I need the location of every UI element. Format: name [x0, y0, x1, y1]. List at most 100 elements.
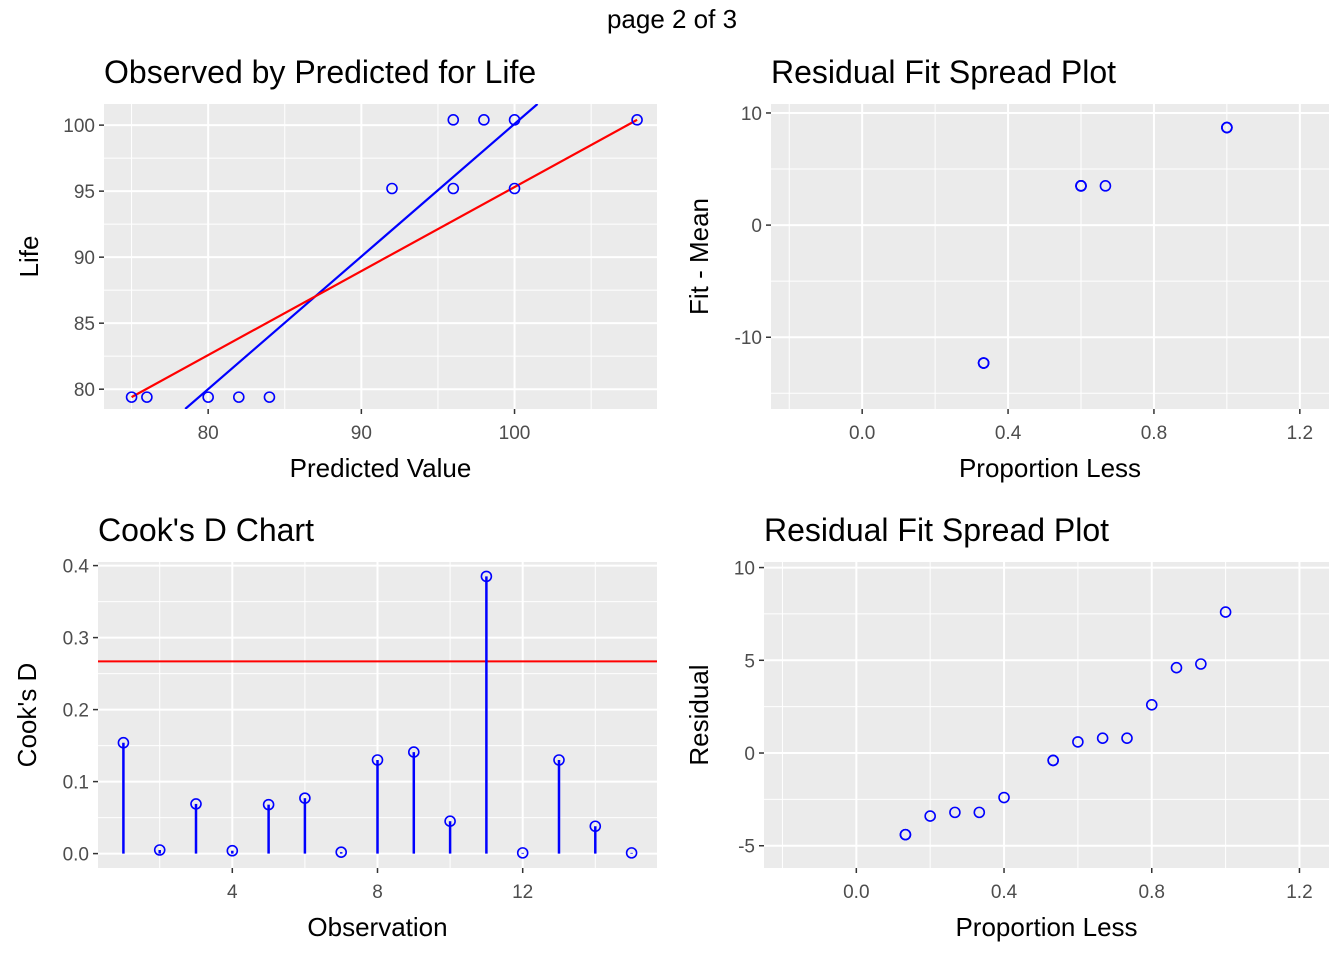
- data-point: [508, 114, 521, 126]
- data-point: [1219, 606, 1232, 618]
- chart-title: Observed by Predicted for Life: [104, 54, 536, 90]
- data-point: [1075, 180, 1087, 192]
- y-tick-label: 0.0: [63, 845, 89, 866]
- data-point: [1121, 732, 1133, 744]
- data-point: [1145, 698, 1158, 711]
- data-point: [1221, 121, 1233, 134]
- panel-obs-pred: 80 90 100 80 85 90 95 100 Observed by Predicted …: [14, 54, 657, 483]
- data-point: [1096, 732, 1109, 744]
- x-tick-label: 1.2: [1287, 423, 1313, 444]
- stem-point: [226, 844, 239, 857]
- y-tick-label: 85: [74, 314, 95, 335]
- panel-cooks-d: 4 8 12 0.0 0.1 0.2 0.3 0.4 Cook's D Chart Observa…: [12, 512, 657, 942]
- data-layer: [98, 570, 657, 859]
- x-tick-label: 80: [198, 423, 219, 444]
- y-tick-label: 0.2: [63, 701, 89, 722]
- y-tick-label: -5: [738, 837, 755, 858]
- stem-point: [299, 792, 311, 804]
- y-axis-label: Fit - Mean: [684, 198, 714, 315]
- data-point: [1047, 754, 1059, 767]
- data-point: [973, 806, 986, 819]
- x-tick-label: 90: [351, 423, 372, 444]
- stem-point: [480, 570, 493, 583]
- y-tick-label: 10: [741, 104, 762, 125]
- x-tick-label: 0.4: [995, 423, 1022, 444]
- x-tick-label: 4: [227, 882, 238, 903]
- y-tick-label: 0: [751, 216, 762, 237]
- x-axis-label: Predicted Value: [290, 453, 472, 483]
- panel-resid-spread: 0.0 0.4 0.8 1.2 -5 0 5 10 Residual Fit Spread Pl…: [684, 512, 1329, 942]
- y-tick-label: 0.4: [63, 557, 90, 578]
- stem-point: [335, 846, 348, 858]
- data-point: [949, 806, 961, 819]
- panel-fit-spread: 0.0 0.4 0.8 1.2 -10 0 10 Residual Fit Spread Pl…: [684, 54, 1329, 483]
- x-tick-label: 1.2: [1286, 882, 1312, 903]
- x-axis-label: Proportion Less: [955, 912, 1137, 942]
- chart-title: Residual Fit Spread Plot: [771, 54, 1116, 90]
- stem-point: [371, 754, 384, 766]
- stem-point: [153, 844, 166, 856]
- y-axis-label: Residual: [684, 664, 714, 765]
- x-axis-label: Observation: [307, 912, 447, 942]
- y-tick-label: 0.3: [63, 629, 89, 650]
- data-point: [478, 114, 490, 126]
- y-tick-label: 0: [744, 744, 755, 765]
- data-point: [447, 182, 460, 195]
- stem-point: [444, 815, 456, 828]
- y-tick-label: -10: [735, 328, 762, 349]
- data-point: [1195, 658, 1207, 670]
- x-tick-label: 100: [499, 423, 531, 444]
- x-tick-label: 0.8: [1139, 882, 1165, 903]
- y-tick-label: 0.1: [63, 773, 89, 794]
- x-tick-label: 8: [372, 882, 383, 903]
- x-axis-label: Proportion Less: [959, 453, 1141, 483]
- x-tick-label: 0.4: [991, 882, 1018, 903]
- data-point: [631, 114, 643, 126]
- x-tick-label: 12: [512, 882, 533, 903]
- plot-background: [771, 104, 1329, 409]
- y-tick-label: 95: [74, 182, 95, 203]
- page-title: page 2 of 3: [606, 4, 738, 34]
- chart-title: Cook's D Chart: [98, 512, 314, 548]
- data-point: [1072, 736, 1084, 748]
- stem-point: [516, 847, 529, 859]
- x-tick-label: 0.0: [849, 423, 875, 444]
- data-point: [447, 114, 460, 126]
- y-tick-label: 80: [74, 380, 95, 401]
- data-layer: [977, 121, 1233, 369]
- y-axis-label: Cook's D: [12, 663, 42, 768]
- stem-point: [190, 798, 202, 810]
- fit-line: [131, 118, 638, 399]
- data-layer: [125, 104, 643, 409]
- data-point: [977, 357, 990, 369]
- plot-background: [764, 562, 1329, 868]
- y-tick-label: 10: [734, 559, 755, 580]
- stem-point: [589, 820, 602, 833]
- x-tick-label: 0.8: [1141, 423, 1167, 444]
- data-point: [233, 391, 245, 403]
- data-point: [508, 182, 521, 195]
- stem-point: [262, 798, 275, 811]
- data-point: [1099, 180, 1112, 192]
- data-point: [141, 391, 153, 403]
- x-tick-label: 0.0: [843, 882, 869, 903]
- stem-point: [553, 754, 565, 766]
- stem-point: [407, 746, 420, 758]
- data-point: [924, 810, 936, 822]
- stem-point: [625, 847, 638, 859]
- data-layer: [899, 606, 1232, 841]
- data-point: [125, 391, 138, 403]
- y-tick-label: 100: [63, 116, 95, 137]
- chart-title: Residual Fit Spread Plot: [764, 512, 1109, 548]
- data-point: [202, 391, 214, 403]
- data-point: [263, 391, 276, 403]
- data-point: [1170, 661, 1183, 674]
- y-tick-label: 5: [744, 651, 755, 672]
- data-point: [386, 182, 398, 195]
- y-tick-label: 90: [74, 248, 95, 269]
- y-axis-label: Life: [14, 236, 44, 278]
- fit-line: [184, 104, 539, 409]
- data-point: [899, 828, 912, 841]
- stem-point: [117, 736, 130, 749]
